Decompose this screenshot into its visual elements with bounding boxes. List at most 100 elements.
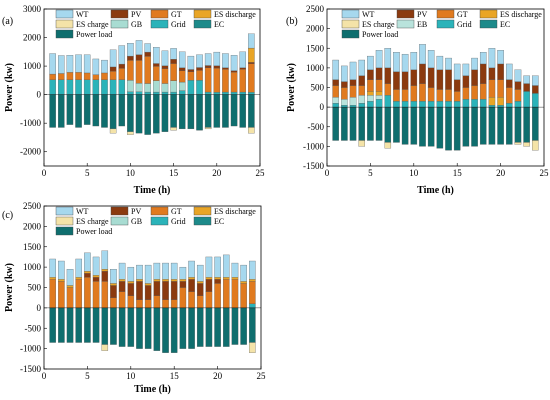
bar-segment-wt	[135, 40, 143, 55]
bar-segment-gt	[436, 89, 444, 102]
legend-swatch-ec	[479, 19, 498, 29]
bar-segment-pv	[135, 54, 143, 61]
bar-segment-pv	[393, 71, 400, 90]
bar-segment-gt	[136, 299, 143, 309]
panel-label: (c)	[2, 210, 13, 221]
bar-segment-wt	[92, 256, 100, 276]
bar-segment-power-load	[92, 307, 100, 343]
bar-segment-wt	[66, 269, 74, 286]
bar-segment-es-discharge	[223, 277, 230, 280]
bar-segment-grid	[66, 79, 74, 95]
bar-segment-es-charge	[384, 142, 392, 149]
bar-segment-es-charge	[249, 342, 256, 353]
legend-label-es-charge: ES charge	[76, 20, 109, 29]
bar-segment-wt	[249, 260, 256, 280]
bar-segment-grid	[144, 91, 151, 95]
bar-segment-es-discharge	[205, 277, 213, 280]
bar-segment-pv	[471, 69, 478, 86]
bar-segment-gt	[453, 91, 461, 102]
bar-segment-wt	[341, 65, 348, 82]
bar-segment-wt	[332, 59, 339, 80]
bar-segment-gt	[506, 87, 513, 104]
legend-swatch-gt	[150, 9, 169, 19]
bar-segment-gt	[83, 72, 91, 80]
legend-swatch-power-load	[55, 226, 74, 236]
legend-label-pv: PV	[131, 10, 141, 19]
legend-label-es-charge: ES charge	[362, 20, 395, 29]
bar-segment-pv	[239, 67, 246, 70]
bars	[49, 250, 256, 353]
bar-segment-wt	[231, 262, 239, 278]
y-tick-label: 0	[37, 303, 42, 313]
bar-segment-es-discharge	[127, 281, 135, 284]
chart-panel-1: 0 5 10 15 20 25 -2000 -1000 0 1000 2000 3000 Time (h…	[2, 4, 265, 196]
bar-segment-grid	[249, 303, 256, 309]
bar-segment-gb	[161, 83, 169, 93]
y-tick-label: 1500	[23, 242, 42, 252]
bar-segment-pv	[196, 283, 204, 296]
bar-segment-es-discharge	[249, 279, 256, 282]
bar-segment-gt	[230, 71, 238, 93]
bar-segment-gt	[479, 83, 487, 100]
bar-segment-wt	[179, 266, 187, 280]
bar-segment-gt	[419, 83, 426, 102]
bar-segment-power-load	[144, 94, 151, 135]
bar-segment-power-load	[358, 106, 366, 141]
bar-segment-gt	[471, 85, 478, 100]
bar-segment-wt	[367, 55, 374, 70]
panel-label: (a)	[2, 16, 13, 27]
y-tick-label: 500	[28, 283, 42, 293]
legend-label-grid: Grid	[171, 217, 186, 226]
bar-segment-gt	[231, 279, 239, 309]
legend-swatch-wt	[55, 206, 74, 216]
bar-segment-wt	[479, 52, 487, 65]
bar-segment-gb	[153, 80, 160, 93]
bar-segment-es-charge	[358, 140, 366, 147]
x-tick-label: 25	[256, 168, 266, 178]
bar-segment-es-discharge	[144, 283, 152, 286]
bar-segment-gt	[153, 66, 160, 81]
bar-segment-power-load	[349, 106, 357, 141]
bar-segment-wt	[101, 59, 108, 74]
bar-segment-pv	[153, 63, 160, 67]
bar-segment-pv	[170, 59, 177, 64]
legend-label-es-discharge: ES discharge	[500, 10, 542, 19]
bar-segment-es-discharge	[92, 275, 100, 278]
y-tick-label: -1500	[303, 161, 324, 171]
bar-segment-power-load	[136, 307, 143, 349]
bar-segment-power-load	[231, 307, 239, 345]
bar-segment-power-load	[170, 94, 177, 128]
bar-segment-gt	[204, 67, 212, 93]
legend-label-wt: WT	[362, 10, 375, 19]
legend-label-gb: GB	[131, 20, 142, 29]
bar-segment-es-discharge	[240, 281, 247, 284]
bar-segment-es-discharge	[84, 271, 91, 274]
bar-segment-pv	[84, 273, 91, 278]
bar-segment-wt	[144, 43, 151, 53]
x-tick-label: 25	[257, 371, 267, 381]
legend: WT PV GT ES discharge ES charge GB Grid EC Power…	[55, 206, 256, 236]
bar-segment-es-discharge	[170, 279, 178, 282]
legend-label-pv: PV	[131, 207, 141, 216]
x-tick-label: 20	[213, 371, 223, 381]
legend-label-ec: EC	[214, 20, 224, 29]
bar-segment-gt	[214, 283, 221, 309]
bar-segment-wt	[497, 50, 504, 65]
x-tick-label: 0	[42, 168, 47, 178]
bar-segment-power-load	[66, 94, 74, 125]
y-tick-label: 1000	[23, 262, 42, 272]
bar-segment-grid	[109, 79, 117, 95]
bar-segment-pv	[230, 70, 238, 73]
bar-segment-wt	[92, 58, 100, 75]
bar-segment-gt	[144, 56, 151, 84]
bar-segment-pv	[401, 71, 409, 90]
bar-segment-grid	[204, 91, 212, 95]
bar-segment-power-load	[205, 307, 213, 347]
bar-segment-pv	[170, 281, 178, 300]
bar-segment-power-load	[401, 106, 409, 145]
bar-segment-es-discharge	[66, 285, 74, 288]
bar-segment-es-discharge	[188, 277, 195, 280]
bar-segment-power-load	[419, 106, 426, 147]
legend-label-pv: PV	[417, 10, 427, 19]
legend-swatch-es-charge	[341, 19, 360, 29]
